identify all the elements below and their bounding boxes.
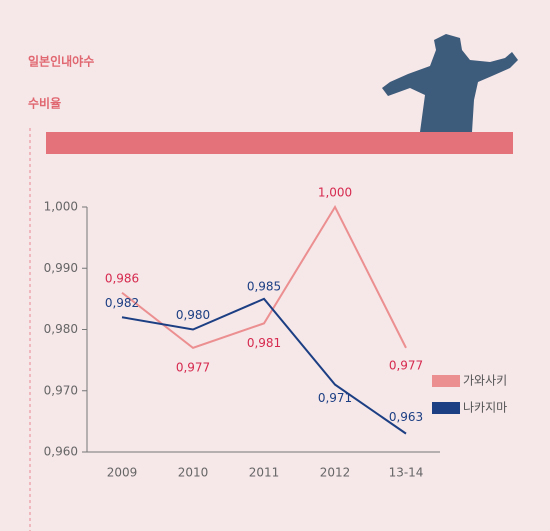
y-tick-label: 0,970 — [44, 383, 78, 397]
value-label: 1,000 — [318, 186, 352, 200]
legend-label: 가와사키 — [463, 374, 507, 388]
legend-swatch — [432, 402, 460, 414]
series-line — [121, 297, 407, 435]
value-label: 0,977 — [389, 358, 423, 372]
x-tick-label: 2011 — [249, 466, 280, 480]
value-label: 0,986 — [105, 271, 139, 285]
x-tick-label: 2009 — [107, 466, 138, 480]
x-tick-label: 13-14 — [389, 466, 424, 480]
player-silhouette — [382, 34, 518, 132]
y-tick-label: 0,990 — [44, 261, 78, 275]
value-label: 0,982 — [105, 296, 139, 310]
value-label: 0,963 — [389, 410, 423, 424]
x-tick-label: 2012 — [320, 466, 351, 480]
y-tick-label: 1,000 — [44, 200, 78, 214]
value-label: 0,981 — [247, 336, 281, 350]
value-label: 0,980 — [176, 308, 210, 322]
chart-subtitle: 수비율 — [28, 96, 61, 111]
value-label: 0,971 — [318, 391, 352, 405]
series-line — [121, 204, 407, 349]
value-label: 0,985 — [247, 279, 281, 293]
x-tick-label: 2010 — [178, 466, 209, 480]
y-tick-label: 0,980 — [44, 322, 78, 336]
title-band — [46, 132, 513, 154]
legend-swatch — [432, 375, 460, 387]
y-tick-label: 0,960 — [44, 445, 78, 459]
value-label: 0,977 — [176, 360, 210, 374]
legend-label: 나카지마 — [463, 401, 507, 415]
chart-title: 일본인내야수 — [28, 54, 94, 69]
